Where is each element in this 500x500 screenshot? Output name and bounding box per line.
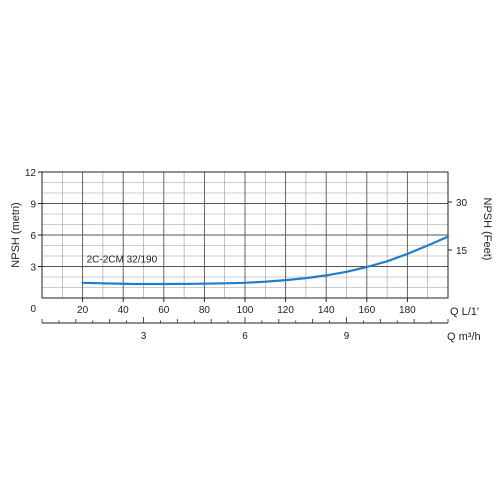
y-tick-label-left: 12	[25, 168, 37, 179]
x-axis-title-primary: Q L/1'	[450, 306, 479, 318]
x-origin-label: 0	[30, 304, 36, 315]
x-tick-label: 100	[237, 305, 254, 316]
x-tick-label: 40	[118, 305, 130, 316]
x-tick-label: 120	[277, 305, 294, 316]
y-tick-label-right: 15	[456, 246, 468, 257]
axis-ticks	[38, 171, 452, 302]
y-tick-label-left: 9	[30, 200, 36, 211]
secondary-x-axis: 3 6 9	[41, 317, 449, 342]
series-label: 2C-2CM 32/190	[87, 255, 158, 266]
y-tick-label-left: 3	[30, 263, 36, 274]
x-tick-label: 20	[77, 305, 89, 316]
x-tick-label: 180	[399, 305, 416, 316]
y-axis-title-right: NPSH (Feet)	[481, 198, 493, 261]
secondary-x-tick-label: 9	[344, 331, 350, 342]
secondary-x-tick-label: 6	[242, 331, 248, 342]
x-tick-label: 160	[358, 305, 375, 316]
x-tick-label: 80	[199, 305, 211, 316]
series-layer	[81, 235, 450, 286]
x-tick-label: 60	[158, 305, 170, 316]
grid-major	[42, 172, 448, 298]
secondary-x-tick-label: 3	[141, 331, 147, 342]
y-tick-label-left: 6	[30, 231, 36, 242]
y-tick-label-right: 30	[456, 198, 468, 209]
x-axis-title-secondary: Q m³/h	[447, 331, 481, 343]
x-tick-label: 140	[318, 305, 335, 316]
series-line	[81, 235, 450, 286]
y-axis-title-left: NPSH (metri)	[10, 202, 22, 267]
